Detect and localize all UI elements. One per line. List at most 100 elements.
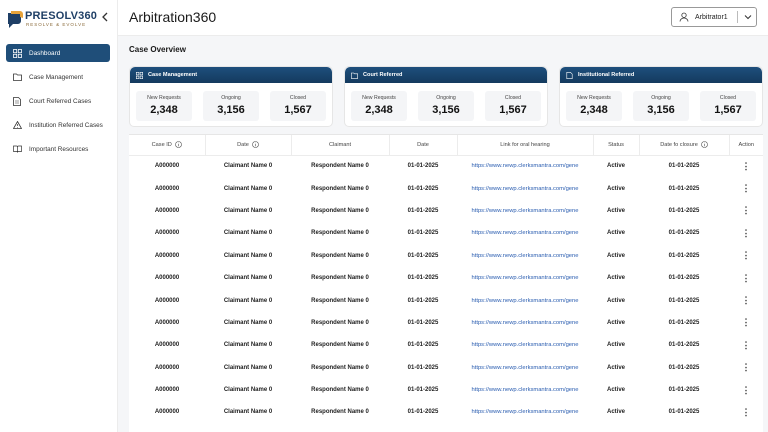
hearing-link[interactable]: https://www.newp.clerksmantra.com/gene [471, 364, 579, 371]
sidebar-item-institution-referred-cases[interactable]: Institution Referred Cases [6, 116, 110, 134]
table-row[interactable]: A000000 Claimant Name 0 Respondent Name 0 0… [129, 267, 763, 289]
closure-date-cell: 01-01-2025 [668, 319, 700, 326]
more-actions-button[interactable]: ⋮ [741, 183, 751, 194]
hearing-link[interactable]: https://www.newp.clerksmantra.com/gene [471, 342, 579, 349]
card-title: Court Referred [363, 72, 403, 78]
grid-icon [136, 71, 143, 79]
stat-label: New Requests [362, 95, 396, 101]
date-cell: 01-01-2025 [407, 364, 439, 371]
sidebar-item-label: Institution Referred Cases [29, 121, 103, 129]
hearing-link[interactable]: https://www.newp.clerksmantra.com/gene [471, 185, 579, 192]
case-id-cell: A000000 [154, 163, 180, 170]
column-header-claimant[interactable]: Claimant [291, 135, 390, 156]
column-header-link[interactable]: Link for oral hearing [457, 135, 594, 156]
info-icon[interactable] [701, 141, 708, 149]
case-id-cell: A000000 [154, 319, 180, 326]
sidebar-item-important-resources[interactable]: Important Resources [6, 140, 110, 158]
table-body: A000000 Claimant Name 0 Respondent Name 0 0… [129, 155, 763, 424]
hearing-link[interactable]: https://www.newp.clerksmantra.com/gene [471, 163, 579, 170]
stat-new-requests[interactable]: New Requests 2,348 [136, 91, 192, 121]
more-actions-button[interactable]: ⋮ [741, 160, 751, 171]
closure-date-cell: 01-01-2025 [668, 207, 700, 214]
more-actions-button[interactable]: ⋮ [741, 272, 751, 283]
stat-ongoing[interactable]: Ongoing 3,156 [633, 91, 689, 121]
table-row[interactable]: A000000 Claimant Name 0 Respondent Name 0 0… [129, 357, 763, 379]
more-actions-button[interactable]: ⋮ [741, 227, 751, 238]
hearing-link[interactable]: https://www.newp.clerksmantra.com/gene [471, 387, 579, 394]
more-actions-button[interactable]: ⋮ [741, 339, 751, 350]
status-cell: Active [606, 185, 625, 192]
closure-date-cell: 01-01-2025 [668, 163, 700, 170]
stat-closed[interactable]: Closed 1,567 [485, 91, 541, 121]
column-header-case-id[interactable]: Case ID [129, 135, 206, 156]
book-icon [12, 144, 22, 154]
column-header-status[interactable]: Status [593, 135, 640, 156]
sidebar-item-court-referred-cases[interactable]: Court Referred Cases [6, 92, 110, 110]
chevron-down-icon [744, 15, 752, 20]
sidebar-item-label: Case Management [29, 73, 83, 81]
logo-text: PRESOLV360 [25, 10, 98, 22]
hearing-link[interactable]: https://www.newp.clerksmantra.com/gene [471, 230, 579, 237]
more-actions-button[interactable]: ⋮ [741, 295, 751, 306]
table-row[interactable]: A000000 Claimant Name 0 Respondent Name 0 0… [129, 222, 763, 244]
hearing-link[interactable]: https://www.newp.clerksmantra.com/gene [471, 409, 579, 416]
info-icon[interactable] [252, 141, 259, 149]
more-actions-button[interactable]: ⋮ [741, 362, 751, 373]
stat-new-requests[interactable]: New Requests 2,348 [351, 91, 407, 121]
stat-label: Closed [719, 95, 737, 101]
table-row[interactable]: A000000 Claimant Name 0 Respondent Name 0 0… [129, 401, 763, 423]
date-cell: 01-01-2025 [407, 387, 439, 394]
more-actions-button[interactable]: ⋮ [741, 205, 751, 216]
more-actions-button[interactable]: ⋮ [741, 384, 751, 395]
respondent-cell: Respondent Name 0 [311, 207, 369, 214]
user-dropdown[interactable]: Arbitrator1 [671, 7, 757, 27]
case-id-cell: A000000 [154, 364, 180, 371]
case-id-cell: A000000 [154, 230, 180, 237]
table-row[interactable]: A000000 Claimant Name 0 Respondent Name 0 0… [129, 379, 763, 401]
table-row[interactable]: A000000 Claimant Name 0 Respondent Name 0 0… [129, 177, 763, 199]
table-row[interactable]: A000000 Claimant Name 0 Respondent Name 0 0… [129, 312, 763, 334]
table-row[interactable]: A000000 Claimant Name 0 Respondent Name 0 0… [129, 289, 763, 311]
more-actions-button[interactable]: ⋮ [741, 406, 751, 417]
stat-closed[interactable]: Closed 1,567 [270, 91, 326, 121]
date-cell: 01-01-2025 [407, 275, 439, 282]
status-cell: Active [606, 342, 625, 349]
more-actions-button[interactable]: ⋮ [741, 317, 751, 328]
more-actions-button[interactable]: ⋮ [741, 250, 751, 261]
table-row[interactable]: A000000 Claimant Name 0 Respondent Name 0 0… [129, 245, 763, 267]
claimant-cell: Claimant Name 0 [223, 319, 273, 326]
stat-ongoing[interactable]: Ongoing 3,156 [203, 91, 259, 121]
hearing-link[interactable]: https://www.newp.clerksmantra.com/gene [471, 207, 579, 214]
document-icon [566, 71, 573, 79]
table-row[interactable]: A000000 Claimant Name 0 Respondent Name 0 0… [129, 200, 763, 222]
card-institutional-referred: Institutional Referred New Requests 2,348… [559, 66, 763, 127]
column-header-date[interactable]: Date [205, 135, 292, 156]
sidebar-collapse-button[interactable] [100, 12, 110, 24]
top-header: Arbitration360 Arbitrator1 [118, 0, 768, 36]
table-row[interactable]: A000000 Claimant Name 0 Respondent Name 0 0… [129, 155, 763, 177]
respondent-cell: Respondent Name 0 [311, 364, 369, 371]
stat-closed[interactable]: Closed 1,567 [700, 91, 756, 121]
respondent-cell: Respondent Name 0 [311, 387, 369, 394]
stat-new-requests[interactable]: New Requests 2,348 [566, 91, 622, 121]
sidebar-item-dashboard[interactable]: Dashboard [6, 44, 110, 62]
hearing-link[interactable]: https://www.newp.clerksmantra.com/gene [471, 275, 579, 282]
column-header-date-2[interactable]: Date [389, 135, 458, 156]
column-header-date-of-closure[interactable]: Date fo closure [639, 135, 730, 156]
stat-value: 3,156 [432, 104, 460, 116]
respondent-cell: Respondent Name 0 [311, 409, 369, 416]
table-row[interactable]: A000000 Claimant Name 0 Respondent Name 0 0… [129, 334, 763, 356]
column-header-label: Link for oral hearing [500, 141, 550, 148]
status-cell: Active [606, 163, 625, 170]
section-title: Case Overview [129, 45, 186, 54]
sidebar-item-case-management[interactable]: Case Management [6, 68, 110, 86]
closure-date-cell: 01-01-2025 [668, 364, 700, 371]
hearing-link[interactable]: https://www.newp.clerksmantra.com/gene [471, 252, 579, 259]
respondent-cell: Respondent Name 0 [311, 185, 369, 192]
status-cell: Active [606, 207, 625, 214]
stat-value: 2,348 [580, 104, 608, 116]
hearing-link[interactable]: https://www.newp.clerksmantra.com/gene [471, 297, 579, 304]
info-icon[interactable] [175, 141, 182, 149]
stat-ongoing[interactable]: Ongoing 3,156 [418, 91, 474, 121]
hearing-link[interactable]: https://www.newp.clerksmantra.com/gene [471, 319, 579, 326]
